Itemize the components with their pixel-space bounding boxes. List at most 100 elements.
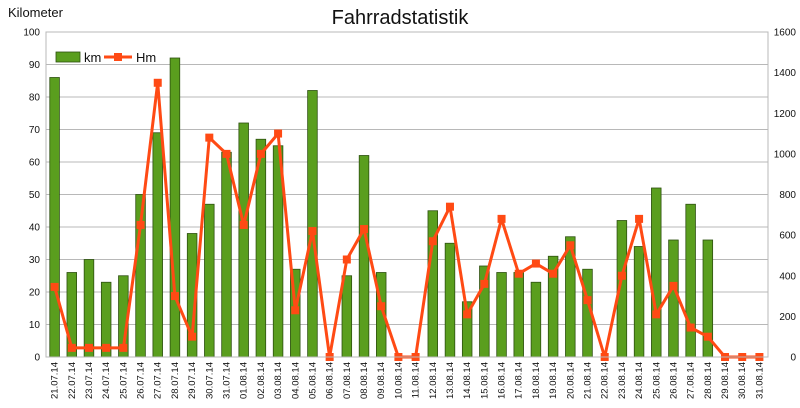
x-tick: 12.08.14 [428,362,439,399]
point-hm [274,129,283,138]
legend-km-swatch [55,51,81,63]
point-hm [566,241,575,250]
y-tick-right: 1200 [774,109,797,120]
x-tick: 24.07.14 [101,362,112,399]
y-tick-left: 60 [29,158,41,169]
x-tick: 31.07.14 [222,362,233,399]
x-tick: 11.08.14 [411,362,422,398]
x-tick: 30.08.14 [737,362,748,399]
bar-km [651,187,662,358]
point-hm [617,271,626,280]
x-tick: 29.07.14 [187,362,198,399]
x-tick: 09.08.14 [376,362,387,399]
bar-km [307,90,318,358]
bar-km [358,155,370,358]
x-tick: 24.08.14 [634,362,645,399]
x-tick: 29.08.14 [720,362,731,399]
point-hm [531,259,540,268]
bar-km [496,272,507,358]
y-tick-left: 80 [29,93,41,104]
x-tick: 06.08.14 [325,362,336,399]
point-hm [669,281,678,290]
y-tick-right: 1000 [774,149,797,160]
point-hm [360,225,369,234]
point-hm [153,78,162,87]
y-ticks-left: 0 10 20 30 40 50 60 70 80 90 100 [23,28,40,364]
bar-km [668,239,679,358]
x-tick: 27.07.14 [153,362,164,399]
x-tick: 27.08.14 [686,362,697,399]
y-tick-right: 600 [779,231,796,242]
point-hm [136,220,145,229]
point-hm [342,255,351,264]
y-tick-left: 50 [29,190,41,201]
point-hm [686,323,695,332]
x-tick: 28.07.14 [170,362,181,399]
x-tick: 05.08.14 [307,362,318,399]
bar-km [513,272,524,358]
plot-border [45,31,769,358]
y-tick-right: 200 [779,312,796,323]
x-tick: 19.08.14 [548,362,559,399]
x-tick: 01.08.14 [239,362,250,399]
x-tick: 22.07.14 [67,362,78,399]
y-tick-right: 0 [790,353,796,364]
x-tick: 21.07.14 [50,362,61,399]
x-tick: 10.08.14 [393,362,404,399]
y-tick-left: 70 [29,125,41,136]
point-hm [514,269,523,278]
x-tick: 26.07.14 [136,362,147,399]
point-hm [428,237,437,246]
point-hm [170,292,179,301]
x-tick: 20.08.14 [565,362,576,399]
y-tick-left: 10 [29,320,41,331]
legend-hm-label: Hm [136,50,156,65]
bar-km [152,132,163,358]
point-hm [480,279,489,288]
point-hm [84,343,93,352]
plot-frame [45,31,769,358]
x-tick: 22.08.14 [600,362,611,399]
chart-title: Fahrradstatistik [332,7,470,29]
x-tick: 04.08.14 [290,362,301,399]
point-hm [119,343,128,352]
x-tick: 14.08.14 [462,362,473,399]
bar-km [685,203,696,358]
point-hm [445,202,454,211]
x-tick: 26.08.14 [668,362,679,399]
point-hm [308,227,317,236]
point-hm [256,149,265,158]
point-hm [188,332,197,341]
point-hm [652,310,661,319]
x-tick: 21.08.14 [583,362,594,399]
y-tick-left: 100 [23,28,40,39]
y-axis-label-left: Kilometer [8,5,64,20]
y-tick-right: 400 [779,271,796,282]
point-hm [291,306,300,315]
bar-km [633,246,645,358]
bar-km [204,203,215,358]
point-hm [377,302,386,311]
x-tick: 30.07.14 [204,362,215,399]
x-tick: 31.08.14 [754,362,765,399]
x-tick: 18.08.14 [531,362,542,399]
point-hm [67,343,76,352]
point-hm [102,343,111,352]
point-hm [222,149,231,158]
x-tick: 02.08.14 [256,362,267,399]
bar-km [49,77,60,358]
y-tick-left: 20 [29,288,41,299]
bar-km [238,122,249,358]
bar-km [83,259,95,358]
point-hm [549,269,558,278]
y-tick-left: 30 [29,255,41,266]
x-tick: 13.08.14 [445,362,456,399]
x-tick: 25.08.14 [651,362,662,399]
x-tick: 15.08.14 [479,362,490,399]
y-ticks-right: 0 200 400 600 800 1000 1200 1400 1600 [774,28,797,364]
point-hm [583,296,592,305]
x-tick: 23.08.14 [617,362,628,399]
x-tick: 17.08.14 [514,362,525,399]
x-tick: 25.07.14 [118,362,129,399]
